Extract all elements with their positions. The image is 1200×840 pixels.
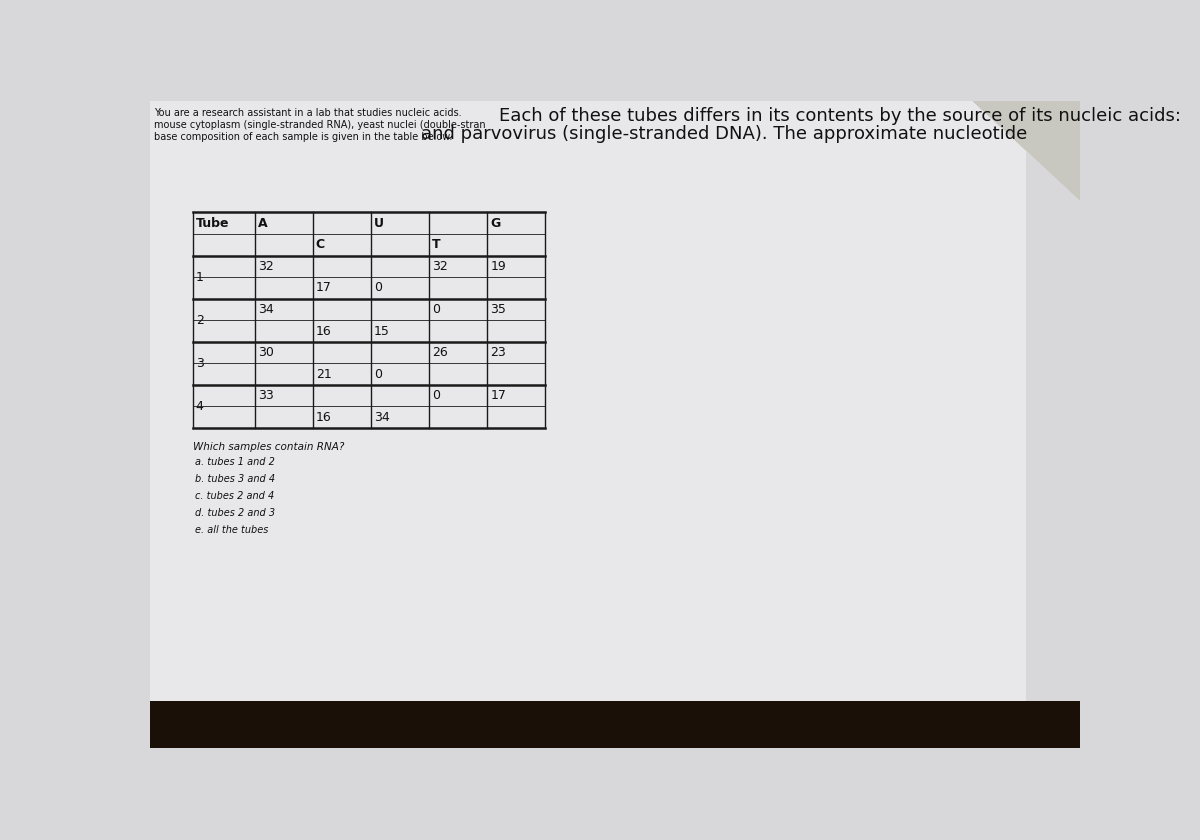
Text: 23: 23 [491,346,506,359]
Text: G: G [491,217,500,229]
Text: 0: 0 [374,281,382,294]
Text: Each of these tubes differs in its contents by the source of its nucleic acids:: Each of these tubes differs in its conte… [499,107,1181,125]
Text: Tube: Tube [196,217,229,229]
Text: d. tubes 2 and 3: d. tubes 2 and 3 [194,508,275,518]
Text: 34: 34 [258,303,274,316]
Bar [150,701,1080,748]
Text: 26: 26 [432,346,448,359]
Text: 32: 32 [432,260,448,273]
Text: 16: 16 [316,324,331,338]
Text: U: U [374,217,384,229]
Text: b. tubes 3 and 4: b. tubes 3 and 4 [194,475,275,484]
Text: 33: 33 [258,389,274,402]
Text: 0: 0 [374,368,382,381]
Text: Which samples contain RNA?: Which samples contain RNA? [193,442,344,452]
Text: 2: 2 [196,314,204,327]
Polygon shape [972,101,1080,201]
Polygon shape [847,101,1080,201]
Text: a. tubes 1 and 2: a. tubes 1 and 2 [194,457,275,467]
Text: 4: 4 [196,400,204,413]
Text: e. all the tubes: e. all the tubes [194,525,269,535]
Text: c. tubes 2 and 4: c. tubes 2 and 4 [194,491,274,501]
Text: A: A [258,217,268,229]
Text: 0: 0 [432,389,440,402]
Text: C: C [316,239,325,251]
Text: T: T [432,239,440,251]
Text: 16: 16 [316,411,331,423]
Text: 35: 35 [491,303,506,316]
Text: 17: 17 [491,389,506,402]
Text: 21: 21 [316,368,331,381]
Text: base composition of each sample is given in the table below.: base composition of each sample is given… [154,132,452,142]
Text: 32: 32 [258,260,274,273]
Text: 1: 1 [196,270,204,284]
Text: and parvovirus (single-stranded DNA). The approximate nucleotide: and parvovirus (single-stranded DNA). Th… [421,125,1027,144]
Text: mouse cytoplasm (single-stranded RNA), yeast nuclei (double-stran: mouse cytoplasm (single-stranded RNA), y… [154,120,486,130]
Text: You are a research assistant in a lab that studies nucleic acids.: You are a research assistant in a lab th… [154,108,462,118]
Text: 19: 19 [491,260,506,273]
Text: 15: 15 [374,324,390,338]
Text: 17: 17 [316,281,331,294]
Text: 3: 3 [196,357,204,370]
Text: 30: 30 [258,346,274,359]
Text: 34: 34 [374,411,390,423]
Text: 0: 0 [432,303,440,316]
